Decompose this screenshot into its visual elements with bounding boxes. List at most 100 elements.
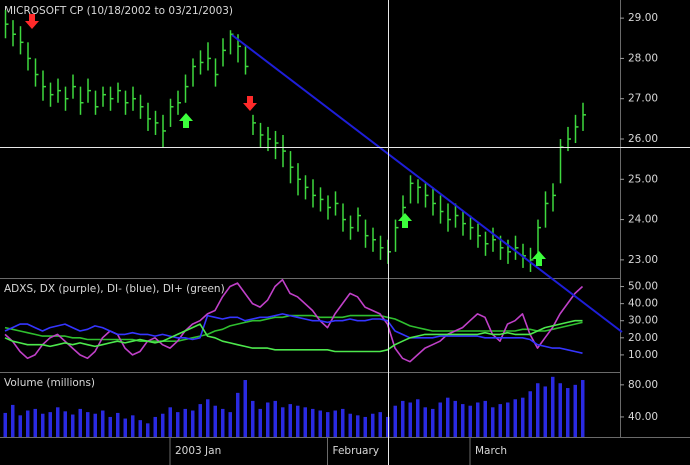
indicator-line (4, 278, 584, 363)
panel-title: Volume (millions) (4, 377, 95, 389)
y-tick-label: 80.00 (628, 379, 658, 391)
volume-bar (138, 420, 142, 437)
volume-bar (566, 388, 570, 437)
y-tick-label: 40.00 (628, 298, 658, 310)
volume-bar (183, 408, 187, 437)
volume-bar (153, 416, 157, 437)
volume-bar (468, 405, 472, 437)
volume-bar (123, 418, 127, 437)
volume-bar (288, 404, 292, 437)
indicator-line (4, 319, 583, 353)
y-tick-label: 40.00 (628, 411, 658, 423)
volume-bar (438, 402, 442, 437)
volume-bar (243, 380, 247, 437)
volume-bar (3, 412, 7, 437)
volume-bar (26, 410, 30, 437)
volume-bar (258, 408, 262, 437)
volume-bar (513, 399, 517, 437)
volume-bar (483, 400, 487, 437)
y-tick-label: 23.00 (628, 254, 658, 266)
volume-bar (528, 391, 532, 437)
volume-bar (191, 410, 195, 437)
volume-bar (273, 400, 277, 437)
volume-bar (303, 407, 307, 437)
volume-bar (333, 410, 337, 437)
volume-bar (408, 402, 412, 437)
volume-bar (386, 416, 390, 437)
panel-title: ADXS, DX (purple), DI- (blue), DI+ (gree… (4, 283, 225, 295)
volume-bar (116, 412, 120, 437)
y-tick-label: 27.00 (628, 93, 658, 105)
volume-bar (401, 400, 405, 437)
y-tick-label: 29.00 (628, 12, 658, 24)
volume-bar (18, 415, 22, 437)
x-tick-label: March (475, 445, 507, 457)
volume-bar (93, 413, 97, 437)
volume-bar (168, 407, 172, 437)
volume-bar (228, 412, 232, 437)
indicator-line (4, 313, 583, 354)
volume-bar (41, 413, 45, 437)
volume-bar (213, 405, 217, 437)
volume-bar (461, 404, 465, 437)
volume-bar (206, 399, 210, 437)
volume-bar (221, 408, 225, 437)
volume-bar (236, 392, 240, 437)
volume-bar (176, 412, 180, 437)
y-tick-label: 26.00 (628, 133, 658, 145)
y-tick-label: 10.00 (628, 349, 658, 361)
volume-bar (281, 407, 285, 437)
volume-bar (71, 414, 75, 437)
y-tick-label: 25.00 (628, 173, 658, 185)
volume-bar (341, 408, 345, 437)
volume-bar (108, 416, 112, 437)
y-tick-label: 28.00 (628, 52, 658, 64)
volume-bar (198, 404, 202, 437)
volume-bar (536, 383, 540, 437)
volume-bar (348, 413, 352, 437)
panel-title: MICROSOFT CP (10/18/2002 to 03/21/2003) (4, 5, 233, 17)
volume-bar (491, 407, 495, 437)
volume-bar (416, 399, 420, 437)
volume-bar (423, 407, 427, 437)
volume-bar (33, 408, 37, 437)
volume-bar (498, 404, 502, 437)
volume-bar (86, 412, 90, 437)
volume-bar (573, 384, 577, 437)
volume-bar (558, 383, 562, 437)
volume-bar (506, 402, 510, 437)
volume-bar (551, 376, 555, 437)
volume-bar (11, 404, 15, 437)
volume-bar (131, 415, 135, 437)
x-tick-label: February (333, 445, 380, 457)
volume-bar (326, 412, 330, 437)
volume-bar (251, 400, 255, 437)
volume-bar (356, 415, 360, 437)
volume-bar (318, 410, 322, 437)
volume-bar (431, 408, 435, 437)
volume-bar (56, 407, 60, 437)
volume-bar (378, 412, 382, 437)
volume-bar (146, 423, 150, 437)
buy-arrow (532, 251, 546, 266)
volume-bar (266, 402, 270, 437)
y-tick-label: 30.00 (628, 315, 658, 327)
volume-bar (581, 380, 585, 437)
volume-bar (63, 411, 67, 437)
sell-arrow (25, 14, 39, 29)
volume-bar (476, 402, 480, 437)
volume-bar (48, 412, 52, 437)
volume-bar (543, 386, 547, 437)
y-tick-label: 24.00 (628, 214, 658, 226)
buy-arrow (179, 113, 193, 128)
x-tick-label: 2003 Jan (175, 445, 221, 457)
volume-bar (296, 405, 300, 437)
volume-bar (78, 408, 82, 437)
volume-bar (446, 397, 450, 437)
y-tick-label: 20.00 (628, 332, 658, 344)
volume-bar (363, 416, 367, 437)
volume-bar (161, 413, 165, 437)
buy-arrow (398, 213, 412, 228)
